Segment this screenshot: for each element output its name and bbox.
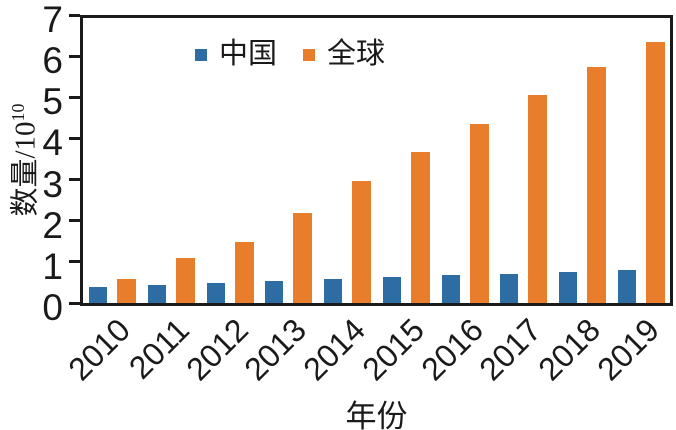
y-tick-label: 7 <box>42 0 63 40</box>
y-tick-mark <box>69 260 80 264</box>
legend-item-china: 中国 <box>195 40 277 69</box>
bar-global-2011 <box>176 258 195 303</box>
y-tick-mark <box>69 54 80 58</box>
bar-global-2015 <box>411 152 430 303</box>
bar-global-2016 <box>470 124 489 303</box>
x-tick-label-2016: 2016 <box>413 311 490 388</box>
y-tick-mark <box>69 219 80 223</box>
legend: 中国 全球 <box>195 40 385 69</box>
bar-global-2010 <box>117 279 136 303</box>
bar-china-2017 <box>500 274 518 303</box>
x-tick-label-2011: 2011 <box>121 311 197 386</box>
y-tick-label: 3 <box>42 163 63 205</box>
y-tick-mark <box>69 136 80 140</box>
bar-global-2012 <box>235 242 254 303</box>
x-tick-label-2019: 2019 <box>589 311 666 388</box>
bar-global-2014 <box>352 181 371 303</box>
bar-china-2013 <box>265 281 283 303</box>
x-tick-label-2010: 2010 <box>61 311 138 388</box>
bar-china-2016 <box>442 275 460 303</box>
x-tick-label-2017: 2017 <box>472 311 549 388</box>
bar-global-2013 <box>293 213 312 303</box>
y-tick-mark <box>69 95 80 99</box>
y-tick-mark <box>69 301 80 305</box>
x-tick-label-2013: 2013 <box>237 311 314 388</box>
legend-item-global: 全球 <box>303 40 385 69</box>
y-tick-label: 5 <box>42 81 63 123</box>
x-tick-label-2012: 2012 <box>178 311 255 388</box>
legend-label-china: 中国 <box>219 38 278 70</box>
bar-china-2015 <box>383 277 401 303</box>
plot-area: 中国 全球 <box>80 15 673 306</box>
legend-swatch-china <box>195 48 207 61</box>
bar-china-2011 <box>148 285 166 303</box>
x-tick-label-2018: 2018 <box>531 311 607 388</box>
x-tick-label-2015: 2015 <box>355 311 431 388</box>
legend-label-global: 全球 <box>327 38 386 70</box>
bar-china-2019 <box>618 270 636 303</box>
x-axis-title: 年份 <box>345 399 408 430</box>
y-tick-label: 2 <box>42 204 63 246</box>
legend-swatch-global <box>303 48 316 61</box>
bar-china-2018 <box>559 272 577 303</box>
x-tick-label-2014: 2014 <box>296 311 373 388</box>
bar-china-2012 <box>207 283 225 303</box>
y-tick-label: 0 <box>42 287 63 328</box>
y-tick-label: 6 <box>42 40 63 82</box>
bar-global-2019 <box>646 42 665 303</box>
bar-global-2018 <box>587 67 606 303</box>
y-tick-label: 4 <box>42 122 63 164</box>
y-tick-mark <box>69 178 80 182</box>
bar-china-2010 <box>89 287 107 303</box>
y-tick-mark <box>69 13 80 17</box>
y-tick-label: 1 <box>42 245 63 287</box>
bar-china-2014 <box>324 279 342 303</box>
bar-global-2017 <box>528 95 547 303</box>
